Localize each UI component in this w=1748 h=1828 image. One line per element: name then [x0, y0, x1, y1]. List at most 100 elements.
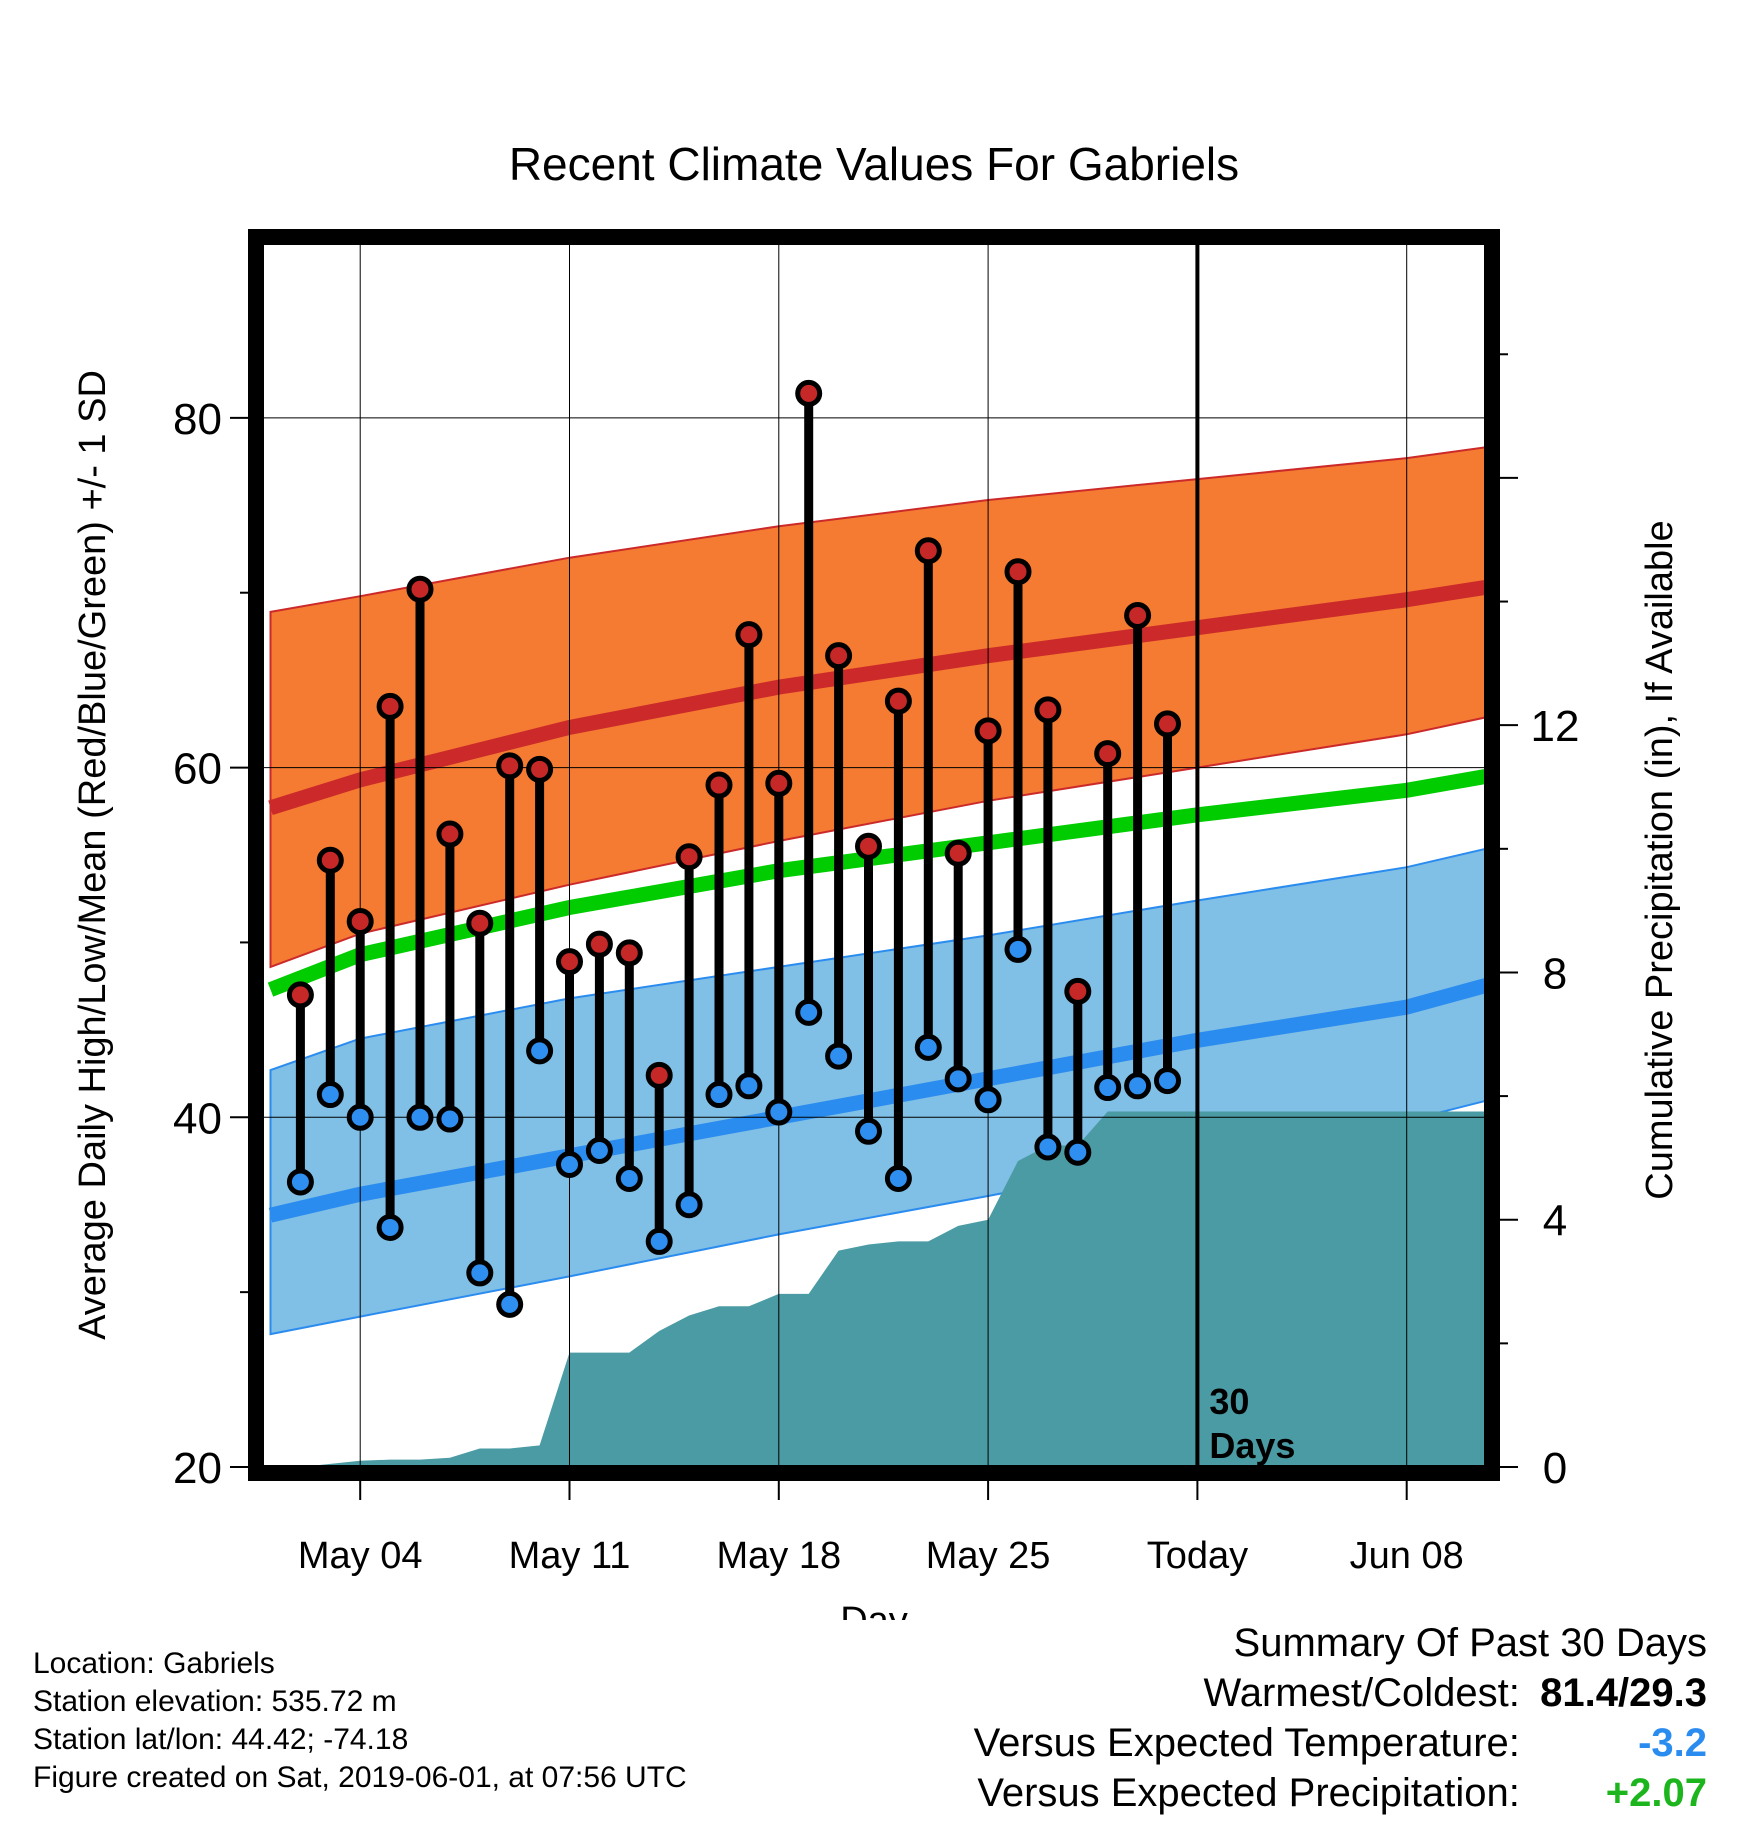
daily-high-marker	[705, 771, 733, 799]
daily-high-marker	[556, 948, 583, 976]
daily-high-marker	[675, 843, 703, 871]
y-tick-label: 80	[173, 395, 222, 444]
plot-frame	[248, 229, 1500, 1481]
daily-low-marker	[496, 1290, 524, 1318]
temp-departure-value: -3.2	[1638, 1721, 1707, 1765]
x-tick-label: Jun 08	[1350, 1535, 1464, 1577]
daily-low-marker	[675, 1191, 703, 1219]
x-tick-label: May 25	[926, 1535, 1051, 1577]
daily-low-marker	[825, 1042, 853, 1070]
daily-high-marker	[1124, 601, 1152, 629]
x-tick-label: May 11	[509, 1535, 631, 1577]
daily-high-marker	[974, 717, 1002, 745]
daily-high-marker	[645, 1061, 673, 1089]
daily-high-marker	[346, 907, 374, 935]
temp-departure-row: Versus Expected Temperature: -3.2	[974, 1718, 1707, 1768]
daily-low-marker	[884, 1164, 912, 1192]
daily-high-marker	[825, 642, 853, 670]
precip-departure-label: Versus Expected Precipitation:	[977, 1771, 1520, 1815]
daily-low-marker	[705, 1081, 733, 1109]
x-axis-label: Day	[840, 1600, 908, 1620]
daily-low-marker	[1004, 935, 1032, 963]
daily-high-marker	[795, 379, 823, 407]
daily-high-marker	[436, 820, 464, 848]
summary-title: Summary Of Past 30 Days	[1233, 1621, 1707, 1665]
daily-low-marker	[974, 1086, 1002, 1114]
elevation-text: Station elevation: 535.72 m	[33, 1685, 397, 1718]
daily-low-marker	[346, 1103, 374, 1131]
x-tick-label: May 04	[298, 1535, 423, 1577]
normal-high-band	[269, 446, 1486, 969]
daily-high-marker	[884, 687, 912, 715]
daily-high-marker	[526, 755, 554, 783]
daily-low-marker	[1124, 1072, 1152, 1100]
y2-axis-label: Cumulative Precipitation (in), If Availa…	[1639, 520, 1681, 1199]
normal-high-line	[268, 579, 1486, 815]
daily-low-marker	[376, 1213, 404, 1241]
daily-low-marker	[765, 1098, 793, 1126]
daily-low-marker	[795, 998, 823, 1026]
daily-low-marker	[1064, 1138, 1092, 1166]
daily-low-marker	[316, 1081, 344, 1109]
y-tick-label: 20	[173, 1444, 222, 1493]
x-tick-label: Today	[1147, 1535, 1248, 1577]
daily-low-marker	[944, 1065, 972, 1093]
y2-tick-label: 12	[1531, 702, 1580, 751]
daily-high-marker	[855, 832, 882, 860]
created-text: Figure created on Sat, 2019-06-01, at 07…	[33, 1761, 687, 1794]
daily-high-marker	[376, 692, 404, 720]
daily-high-marker	[286, 981, 314, 1009]
precip-area	[270, 1111, 1486, 1467]
daily-low-marker	[1034, 1133, 1062, 1161]
daily-low-marker	[436, 1105, 464, 1133]
warmest-coldest-value: 81.4/29.3	[1540, 1671, 1707, 1715]
normal-mean-line	[267, 768, 1486, 997]
y-tick-label: 40	[173, 1094, 222, 1143]
daily-low-marker	[466, 1259, 494, 1287]
daily-high-marker	[316, 846, 344, 874]
station-info: Location: Gabriels Station elevation: 53…	[33, 1645, 687, 1797]
daily-high-marker	[1034, 696, 1062, 724]
y2-tick-label: 4	[1543, 1197, 1567, 1246]
daily-high-marker	[1154, 710, 1181, 738]
precip-departure-row: Versus Expected Precipitation: +2.07	[974, 1768, 1707, 1818]
warmest-coldest-label: Warmest/Coldest:	[1203, 1671, 1520, 1715]
temp-departure-label: Versus Expected Temperature:	[973, 1721, 1520, 1765]
daily-low-marker	[556, 1150, 583, 1178]
warmest-coldest-row: Warmest/Coldest: 81.4/29.3	[974, 1668, 1708, 1718]
daily-high-marker	[1004, 558, 1032, 586]
daily-low-marker	[1094, 1074, 1122, 1102]
daily-low-marker	[914, 1033, 942, 1061]
daily-high-marker	[496, 752, 524, 780]
location-text: Location: Gabriels	[33, 1647, 275, 1680]
daily-high-marker	[1094, 740, 1122, 768]
chart-title: Recent Climate Values For Gabriels	[509, 138, 1239, 190]
normal-low-line	[268, 977, 1486, 1223]
y2-tick-label: 8	[1543, 949, 1567, 998]
daily-low-marker	[585, 1137, 613, 1165]
daily-high-marker	[944, 839, 972, 867]
y-tick-label: 60	[173, 745, 222, 794]
daily-high-marker	[615, 939, 643, 967]
daily-low-marker	[735, 1072, 763, 1100]
daily-high-marker	[466, 909, 494, 937]
daily-high-marker	[914, 537, 942, 565]
daily-high-marker	[1064, 977, 1092, 1005]
daily-low-marker	[615, 1164, 643, 1192]
daily-low-marker	[855, 1117, 882, 1145]
today-label-line2: Days	[1209, 1425, 1295, 1466]
daily-low-marker	[526, 1037, 554, 1065]
x-tick-label: May 18	[716, 1535, 841, 1577]
daily-low-marker	[1154, 1067, 1181, 1095]
summary-panel: Summary Of Past 30 Days Warmest/Coldest:…	[974, 1618, 1707, 1818]
today-label-line1: 30	[1209, 1381, 1249, 1422]
daily-high-marker	[765, 769, 793, 797]
daily-low-marker	[645, 1227, 673, 1255]
precip-departure-value: +2.07	[1605, 1771, 1707, 1815]
y-axis-label: Average Daily High/Low/Mean (Red/Blue/Gr…	[72, 370, 114, 1340]
climate-chart: Recent Climate Values For Gabriels 30Day…	[72, 138, 1681, 1620]
daily-high-marker	[585, 930, 613, 958]
daily-low-marker	[406, 1103, 434, 1131]
